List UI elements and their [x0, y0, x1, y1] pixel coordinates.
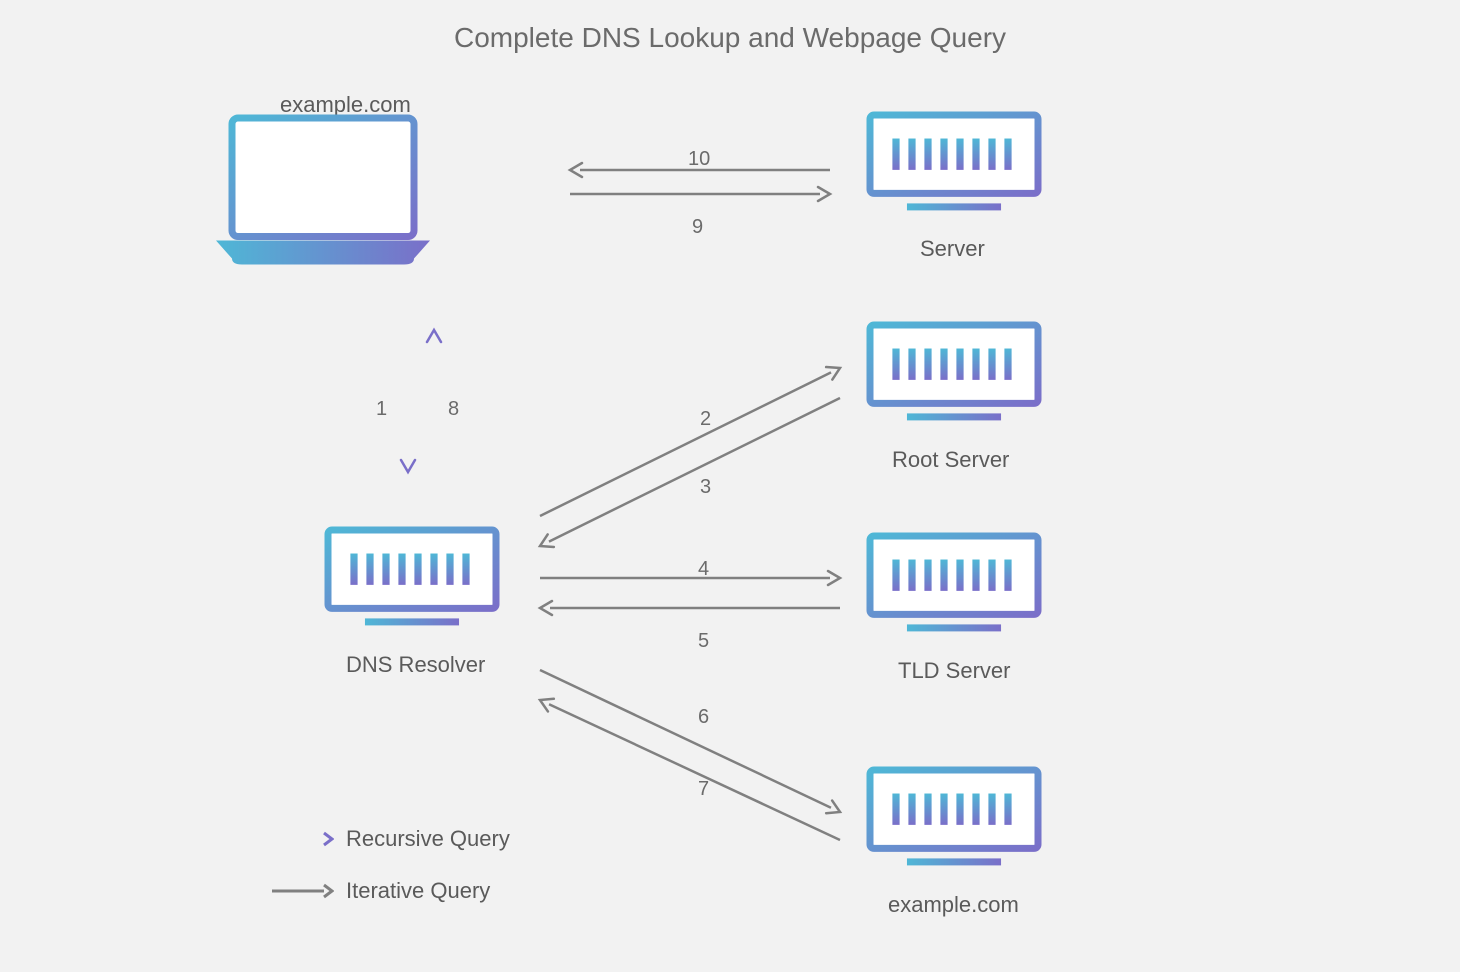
edge-num-7: 7	[698, 778, 709, 801]
auth-icon	[870, 770, 1038, 865]
edge-5	[540, 601, 840, 615]
edge-num-9: 9	[692, 216, 703, 239]
edge-7	[540, 699, 840, 840]
diagram-canvas: Complete DNS Lookup and Webpage Query ex…	[0, 0, 1460, 972]
edge-num-3: 3	[700, 476, 711, 499]
server-label: Server	[920, 236, 985, 262]
auth-label: example.com	[888, 892, 1019, 918]
server-icon	[870, 115, 1038, 210]
edge-6	[540, 670, 840, 813]
legend-recursive: Recursive Query	[270, 826, 510, 852]
edge-num-10: 10	[688, 148, 710, 171]
diagram-title: Complete DNS Lookup and Webpage Query	[0, 22, 1460, 54]
resolver-icon	[328, 530, 496, 625]
edge-3	[540, 398, 840, 547]
legend-recursive-arrow-icon	[270, 831, 334, 847]
laptop-label: example.com	[280, 92, 411, 118]
edge-4	[540, 571, 840, 585]
edge-2	[540, 367, 840, 516]
legend-recursive-label: Recursive Query	[346, 826, 510, 852]
laptop-icon	[216, 118, 430, 265]
edge-8	[427, 330, 441, 472]
legend-iterative-label: Iterative Query	[346, 878, 490, 904]
edge-num-1: 1	[376, 398, 387, 421]
tld-icon	[870, 536, 1038, 631]
resolver-label: DNS Resolver	[346, 652, 485, 678]
diagram-svg	[0, 0, 1460, 972]
legend-iterative-arrow-icon	[270, 883, 334, 899]
edge-num-2: 2	[700, 408, 711, 431]
root-label: Root Server	[892, 447, 1009, 473]
edge-1	[401, 330, 415, 472]
edge-num-4: 4	[698, 558, 709, 581]
tld-label: TLD Server	[898, 658, 1010, 684]
root-icon	[870, 325, 1038, 420]
edge-num-6: 6	[698, 706, 709, 729]
legend-iterative: Iterative Query	[270, 878, 490, 904]
edge-num-5: 5	[698, 630, 709, 653]
edge-num-8: 8	[448, 398, 459, 421]
edge-9	[570, 187, 830, 201]
